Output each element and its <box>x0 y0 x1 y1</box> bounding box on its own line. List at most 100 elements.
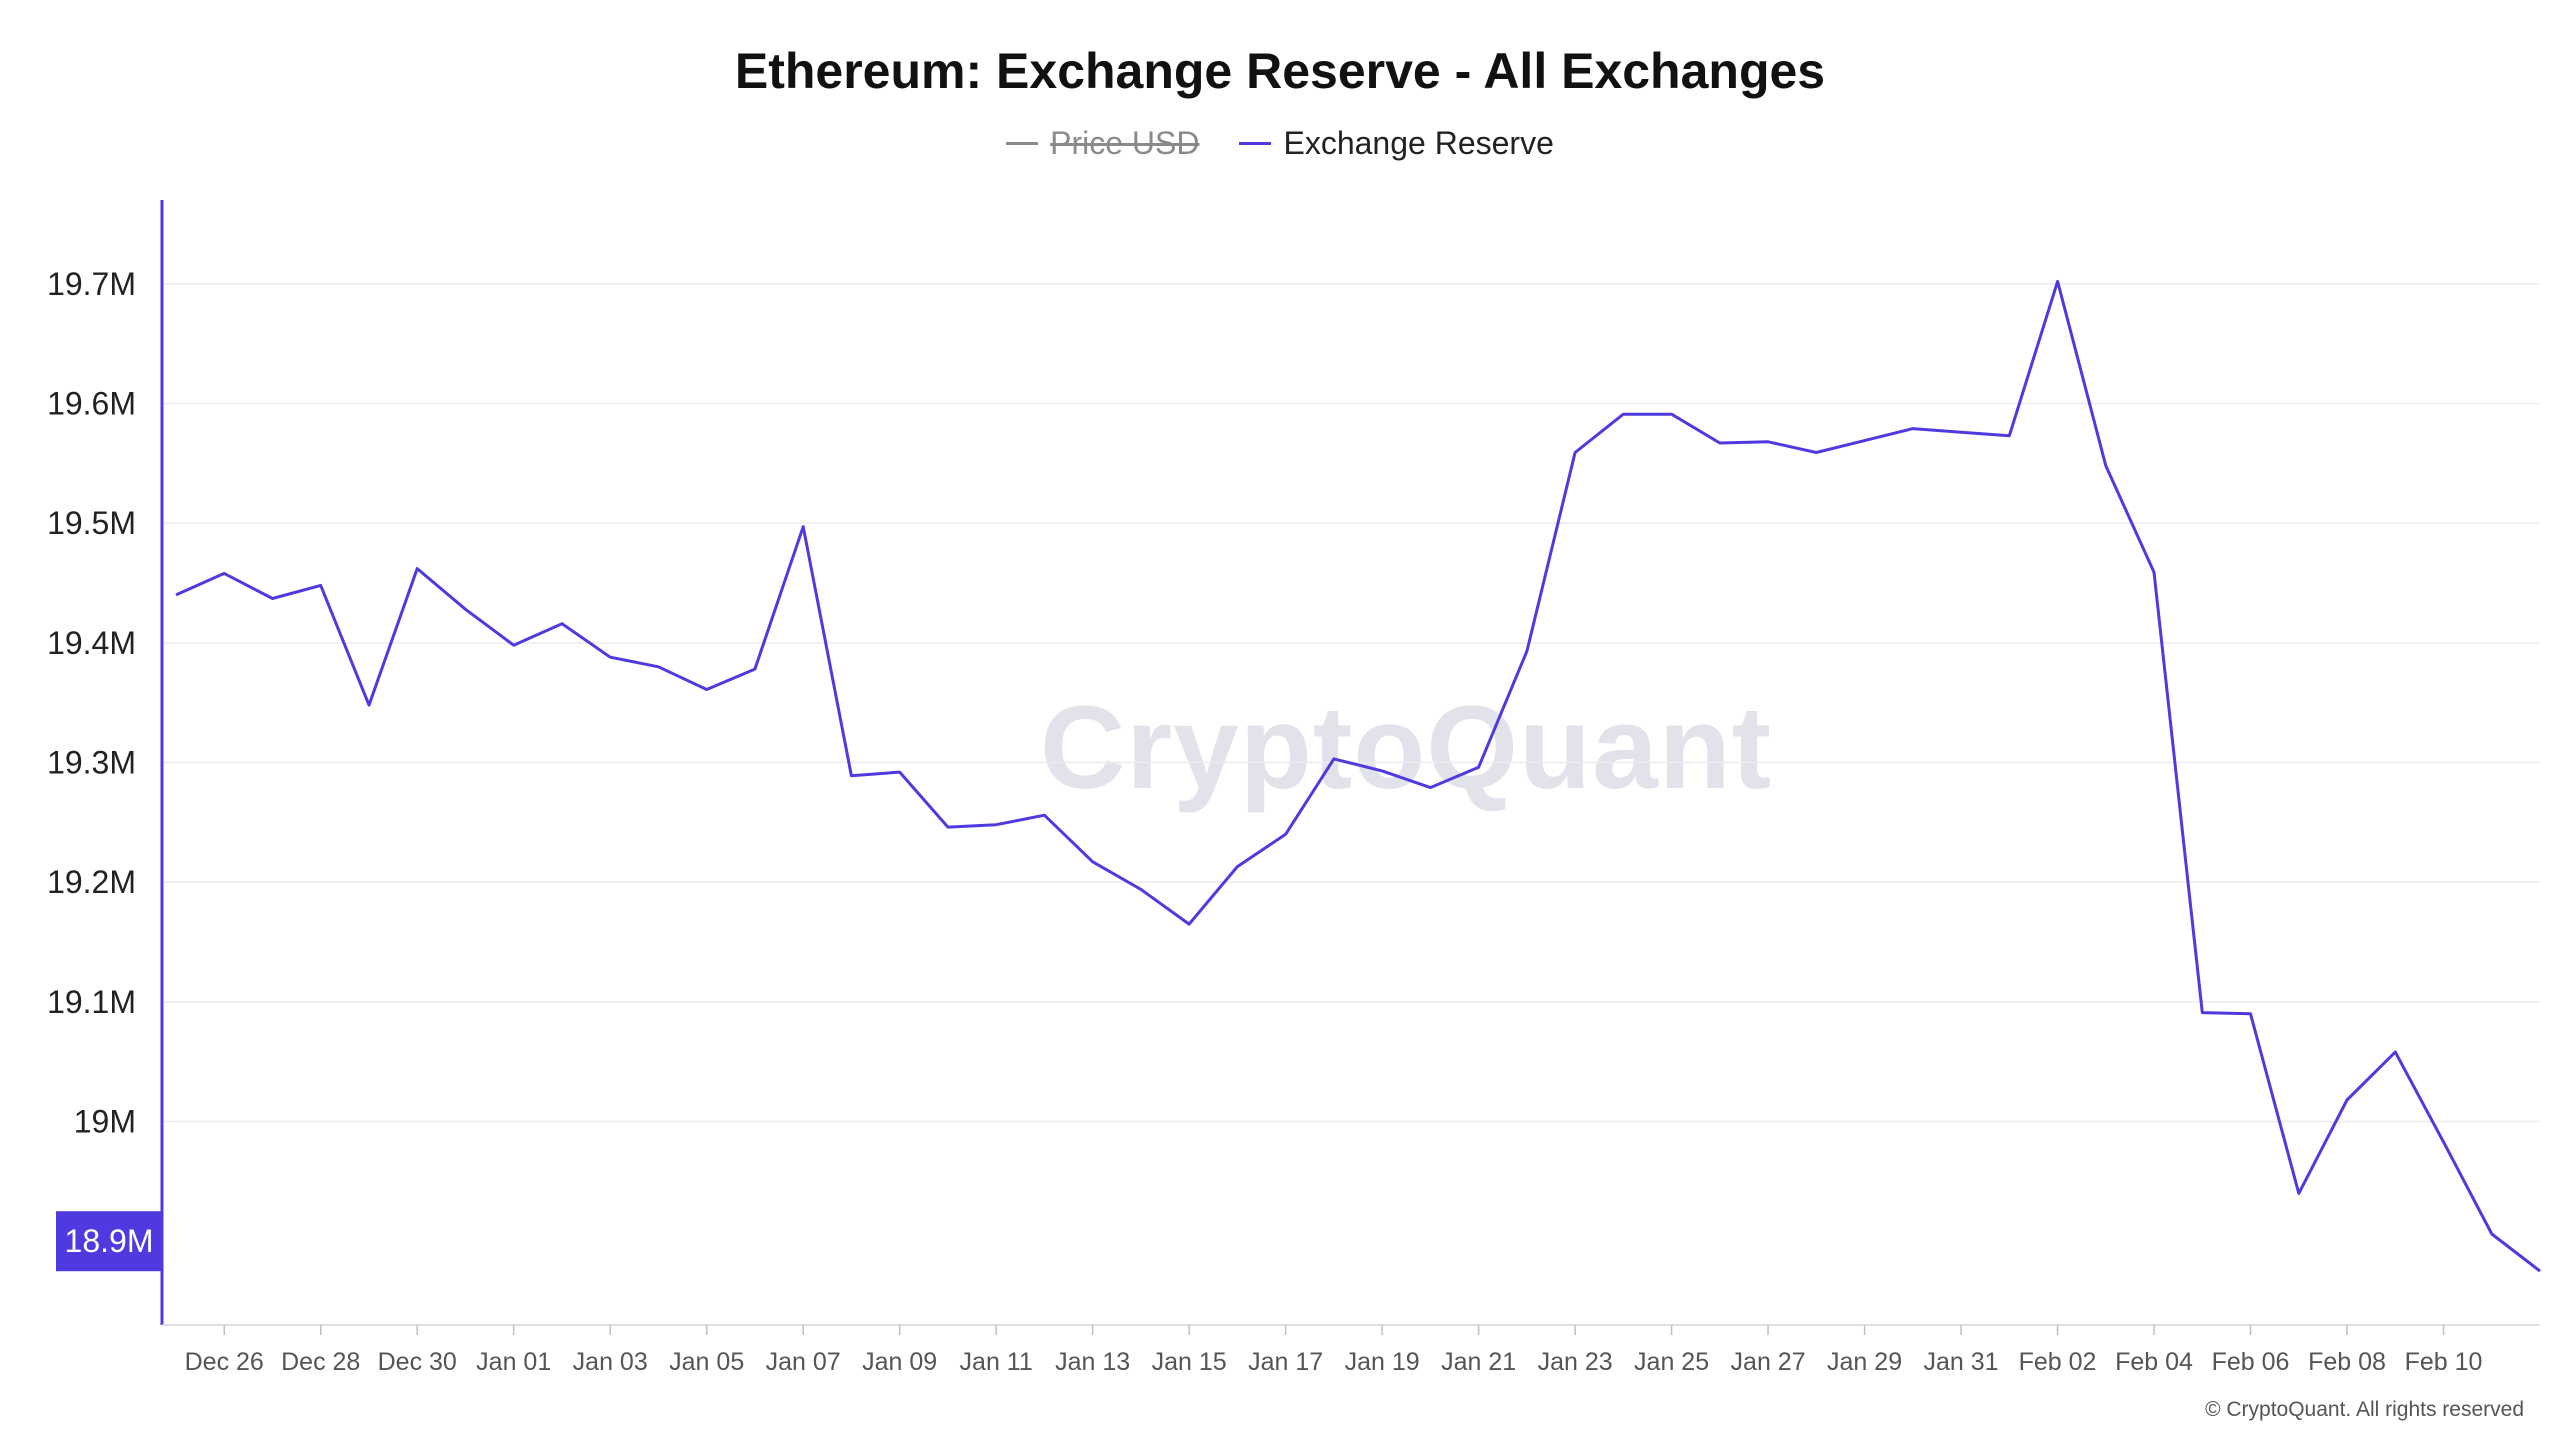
legend-swatch-exchange-reserve <box>1239 142 1272 145</box>
data-point <box>850 774 853 777</box>
x-tick-label: Jan 17 <box>1248 1348 1323 1376</box>
x-tick-label: Jan 11 <box>960 1348 1033 1376</box>
x-tick-label: Jan 09 <box>862 1348 937 1376</box>
data-point <box>1381 769 1384 772</box>
x-tick-label: Jan 31 <box>1924 1348 1999 1376</box>
data-point <box>1139 888 1142 891</box>
data-point <box>946 826 949 829</box>
data-point <box>1043 814 1046 817</box>
data-point <box>175 593 178 596</box>
x-tick-label: Feb 04 <box>2115 1348 2193 1376</box>
x-tick-label: Jan 19 <box>1345 1348 1420 1376</box>
data-point <box>609 656 612 659</box>
x-tick-label: Feb 10 <box>2405 1348 2483 1376</box>
data-point <box>223 572 226 575</box>
data-point <box>1622 413 1625 416</box>
data-point <box>416 567 419 570</box>
data-point <box>1091 860 1094 863</box>
y-tick-label: 19.3M <box>47 745 136 781</box>
data-point <box>2539 1270 2542 1273</box>
data-point <box>1332 757 1335 760</box>
data-point <box>1284 833 1287 836</box>
data-point <box>1863 439 1866 442</box>
data-point <box>2442 1140 2445 1143</box>
data-point <box>1960 431 1963 434</box>
y-tick-label: 19.5M <box>47 505 136 541</box>
x-tick-label: Jan 03 <box>573 1348 648 1376</box>
watermark-logo: CryptoQuant <box>1040 682 1773 814</box>
data-point <box>1815 451 1818 454</box>
x-tick-label: Jan 05 <box>669 1348 744 1376</box>
data-point <box>271 597 274 600</box>
data-point <box>1236 865 1239 868</box>
series-layer <box>175 279 2542 1273</box>
axes <box>160 200 2540 1326</box>
data-point <box>2490 1233 2493 1236</box>
x-axis-ticks: Dec 26 Dec 28 Dec 30 Jan 01 Jan 03 Jan 05 Jan … <box>185 1325 2483 1376</box>
y-axis-ticks: 19.7M 19.6M 19.5M 19.4M 19.3M 19.2M 19.1M 19M <box>47 266 136 1140</box>
data-point <box>2153 571 2156 574</box>
copyright-text: © CryptoQuant. All rights reserved <box>2205 1398 2524 1421</box>
data-point <box>1718 441 1721 444</box>
data-point <box>1188 923 1191 926</box>
chart-title: Ethereum: Exchange Reserve - All Exchang… <box>734 43 1826 99</box>
data-point <box>512 644 515 647</box>
y-tick-label: 19M <box>74 1104 136 1140</box>
x-tick-label: Jan 13 <box>1055 1348 1130 1376</box>
data-point <box>898 771 901 774</box>
data-point <box>753 668 756 671</box>
data-point <box>367 704 370 707</box>
y-tick-label: 19.4M <box>47 625 136 661</box>
y-tick-label: 19.6M <box>47 385 136 421</box>
x-tick-label: Jan 01 <box>476 1348 551 1376</box>
data-point <box>2056 280 2059 283</box>
data-point <box>705 688 708 691</box>
legend-item-exchange-reserve[interactable]: Exchange Reserve <box>1239 125 1554 162</box>
x-tick-label: Jan 15 <box>1152 1348 1227 1376</box>
x-tick-label: Feb 02 <box>2019 1348 2097 1376</box>
series-line-exchange-reserve <box>175 279 2541 1273</box>
data-point <box>1574 451 1577 454</box>
data-point <box>802 525 805 528</box>
x-tick-label: Dec 28 <box>281 1348 360 1376</box>
data-point <box>2394 1051 2397 1054</box>
data-point <box>1911 427 1914 430</box>
data-point <box>464 608 467 611</box>
x-tick-label: Jan 21 <box>1441 1348 1516 1376</box>
y-tick-label: 19.1M <box>47 984 136 1020</box>
x-tick-label: Jan 07 <box>766 1348 841 1376</box>
legend-label-exchange-reserve: Exchange Reserve <box>1283 125 1554 161</box>
x-tick-label: Jan 29 <box>1827 1348 1902 1376</box>
x-tick-label: Dec 26 <box>185 1348 264 1376</box>
legend-item-price-usd[interactable]: Price USD <box>1006 125 1199 162</box>
grid-lines <box>164 283 2540 1123</box>
y-tick-label: 19.2M <box>47 864 136 900</box>
x-tick-label: Jan 27 <box>1731 1348 1806 1376</box>
x-tick-label: Jan 23 <box>1538 1348 1613 1376</box>
data-point <box>1767 440 1770 443</box>
current-value-badge-layer: 18.9M <box>56 1211 162 1272</box>
data-point <box>2346 1099 2349 1102</box>
data-point <box>1525 650 1528 653</box>
data-point <box>1477 766 1480 769</box>
data-point <box>2104 464 2107 467</box>
data-point <box>1429 786 1432 789</box>
data-point <box>560 622 563 625</box>
data-point <box>319 584 322 587</box>
legend-swatch-price-usd <box>1006 142 1039 145</box>
data-point <box>657 665 660 668</box>
x-tick-label: Feb 06 <box>2212 1348 2290 1376</box>
x-tick-label: Feb 08 <box>2308 1348 2386 1376</box>
data-point <box>2249 1012 2252 1015</box>
y-tick-label: 19.7M <box>47 266 136 302</box>
data-point <box>2008 434 2011 437</box>
data-point <box>2297 1192 2300 1195</box>
x-tick-label: Jan 25 <box>1634 1348 1709 1376</box>
current-value-badge <box>56 1211 162 1272</box>
data-point <box>995 823 998 826</box>
data-point <box>2201 1011 2204 1014</box>
x-tick-label: Dec 30 <box>378 1348 457 1376</box>
data-point <box>1670 413 1673 416</box>
chart-legend: Price USD Exchange Reserve <box>0 125 2560 162</box>
